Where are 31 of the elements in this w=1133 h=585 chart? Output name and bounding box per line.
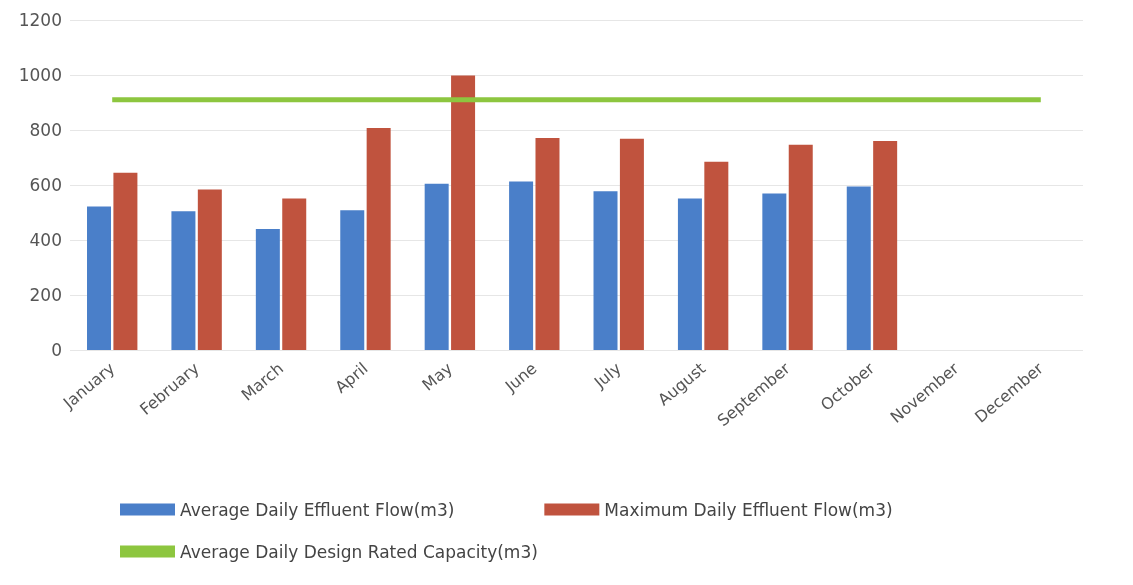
bar [87,206,112,350]
bar [255,229,280,350]
y-tick-label: 1000 [18,65,62,85]
y-tick-label: 0 [51,340,62,360]
bar [846,186,871,350]
legend-label: Average Daily Effluent Flow(m3) [180,499,455,520]
bar [788,144,813,350]
x-tick-label: May [418,358,456,395]
y-tick-label: 400 [29,230,62,250]
bar [535,137,560,350]
bar [704,161,729,350]
y-tick-label: 600 [29,175,62,195]
legend-label: Maximum Daily Effluent Flow(m3) [604,499,893,520]
bar [113,172,138,350]
bar [366,128,391,350]
bar [593,191,618,350]
bar [282,198,307,350]
legend-label: Average Daily Design Rated Capacity(m3) [180,541,538,562]
bar [509,181,534,350]
bar [424,183,449,350]
y-tick-label: 800 [29,120,62,140]
y-tick-label: 200 [29,285,62,305]
bar [677,198,702,350]
bar [451,75,476,350]
bar [197,189,222,350]
bar [619,138,644,350]
y-tick-label: 1200 [18,10,62,30]
bar [873,141,898,350]
bar [340,210,365,350]
bar [171,211,196,350]
bar [762,193,787,350]
